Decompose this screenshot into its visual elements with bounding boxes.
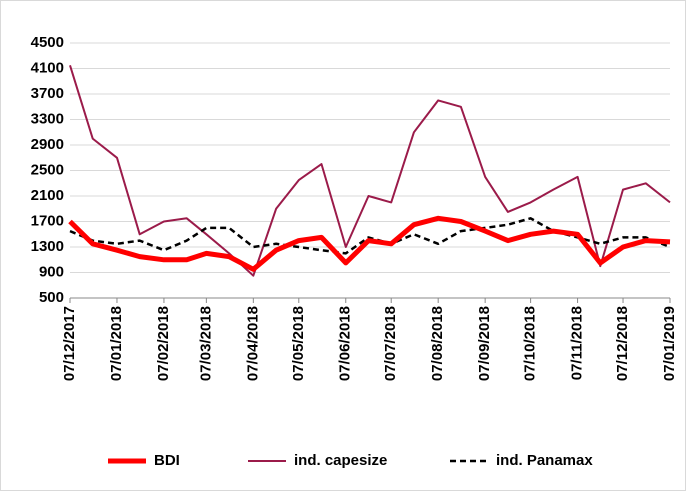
y-tick-label: 1300: [31, 238, 64, 255]
x-tick-label: 07/02/2018: [155, 306, 172, 381]
y-tick-label: 3700: [31, 85, 64, 102]
grid: [69, 42, 671, 303]
y-tick-label: 2100: [31, 187, 64, 204]
series-line: [69, 65, 671, 277]
x-tick-label: 07/11/2018: [569, 306, 586, 380]
y-tick-label: 4500: [31, 34, 64, 51]
y-tick-label: 500: [39, 289, 64, 306]
x-tick-label: 07/01/2018: [108, 306, 125, 381]
y-tick-label: 900: [39, 263, 64, 280]
legend-label: ind. capesize: [294, 452, 387, 469]
legend: BDI ind. capesize ind. Panamax: [108, 452, 593, 469]
axis-labels: 500 900 1300 1700 2100 2500 2900 3300 3700 4100 45…: [31, 34, 678, 381]
x-tick-label: 07/03/2018: [197, 306, 214, 381]
y-tick-label: 1700: [31, 212, 64, 229]
y-tick-label: 3300: [31, 110, 64, 127]
x-tick-label: 07/10/2018: [522, 306, 539, 381]
x-tick-label: 07/05/2018: [290, 306, 307, 381]
x-tick-label: 07/06/2018: [337, 306, 354, 381]
x-tick-label: 07/04/2018: [244, 306, 261, 381]
x-tick-label: 07/08/2018: [429, 306, 446, 381]
legend-label: ind. Panamax: [496, 452, 593, 469]
y-tick-label: 2500: [31, 161, 64, 178]
x-tick-label: 07/01/2019: [661, 306, 678, 381]
x-tick-label: 07/12/2017: [61, 306, 78, 381]
legend-label: BDI: [154, 452, 180, 469]
series-line: [68, 215, 671, 272]
y-tick-label: 4100: [31, 59, 64, 76]
y-tick-label: 2900: [31, 136, 64, 153]
x-tick-label: 07/09/2018: [476, 306, 493, 381]
x-tick-label: 07/07/2018: [382, 306, 399, 381]
plot: [68, 65, 671, 277]
x-tick-label: 07/12/2018: [614, 306, 631, 381]
